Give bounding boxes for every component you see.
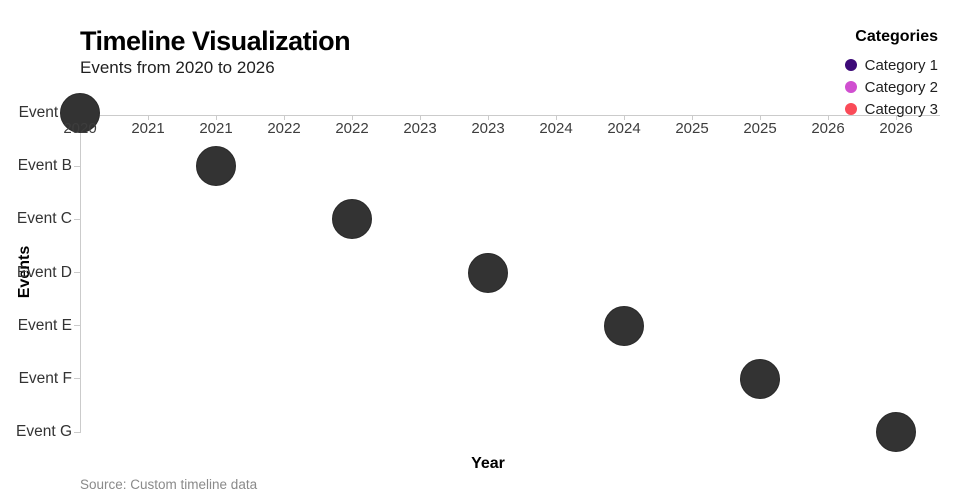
x-tick-label: 2023 (471, 120, 505, 137)
x-axis-title: Year (471, 455, 505, 472)
chart-subtitle: Events from 2020 to 2026 (80, 58, 275, 77)
y-tick-mark (74, 165, 80, 167)
legend-item: Category 3 (844, 98, 938, 120)
x-tick-label: 2026 (879, 120, 913, 137)
x-tick-label: 2020 (63, 120, 97, 137)
x-tick-mark (895, 115, 897, 120)
x-axis-line (80, 115, 940, 116)
x-tick-mark (691, 115, 693, 120)
legend-title: Categories (855, 28, 938, 45)
data-point-event-b (196, 146, 236, 187)
x-tick-label: 2021 (199, 120, 233, 137)
chart-title: Timeline Visualization (80, 26, 351, 56)
x-tick-mark (759, 115, 761, 120)
legend-swatch-icon (844, 81, 857, 93)
y-tick-label: Event C (16, 210, 72, 228)
data-point-event-f (740, 358, 780, 399)
y-tick-mark (74, 218, 80, 220)
legend-items: Category 1 Category 2 Category 3 (844, 54, 938, 120)
legend-item: Category 2 (844, 76, 938, 98)
x-tick-mark (623, 115, 625, 120)
legend-item-label: Category 3 (864, 100, 938, 118)
x-tick-label: 2025 (743, 120, 777, 137)
x-tick-label: 2022 (335, 120, 369, 137)
data-point-event-g (876, 412, 916, 453)
data-point-event-d (468, 252, 508, 293)
legend-item-label: Category 1 (864, 56, 938, 74)
y-tick-label: Event B (17, 157, 72, 175)
y-tick-mark (74, 431, 80, 433)
y-tick-mark (74, 378, 80, 380)
x-tick-label: 2025 (675, 120, 709, 137)
legend-item-label: Category 2 (864, 78, 938, 96)
x-tick-label: 2024 (539, 120, 573, 137)
data-point-event-a (60, 93, 100, 133)
legend-item: Category 1 (844, 54, 938, 76)
data-point-event-c (332, 199, 372, 240)
legend: Categories Category 1 Category 2 Category … (844, 28, 938, 120)
x-tick-mark (351, 115, 353, 120)
x-tick-mark (487, 115, 489, 120)
y-tick-label: Event D (16, 263, 72, 281)
x-tick-mark (555, 115, 557, 120)
x-tick-label: 2024 (607, 120, 641, 137)
y-tick-label: Event E (17, 316, 72, 334)
x-tick-mark (215, 115, 217, 120)
source-note: Source: Custom timeline data (80, 477, 258, 492)
y-tick-label: Event A (18, 104, 72, 121)
y-tick-mark (74, 325, 80, 327)
data-point-event-e (604, 305, 644, 346)
x-tick-label: 2021 (131, 120, 165, 137)
legend-swatch-icon (844, 59, 857, 71)
y-axis-line (80, 115, 81, 433)
y-tick-mark (74, 272, 80, 273)
x-tick-label: 2023 (403, 120, 437, 137)
x-tick-mark (827, 115, 829, 120)
x-tick-label: 2026 (811, 120, 845, 137)
x-tick-label: 2022 (267, 120, 301, 137)
x-tick-mark (283, 115, 285, 120)
legend-swatch-icon (844, 103, 857, 115)
y-tick-label: Event F (18, 369, 72, 387)
y-tick-label: Event G (16, 423, 72, 441)
x-tick-mark (419, 115, 421, 120)
x-tick-mark (147, 115, 149, 120)
